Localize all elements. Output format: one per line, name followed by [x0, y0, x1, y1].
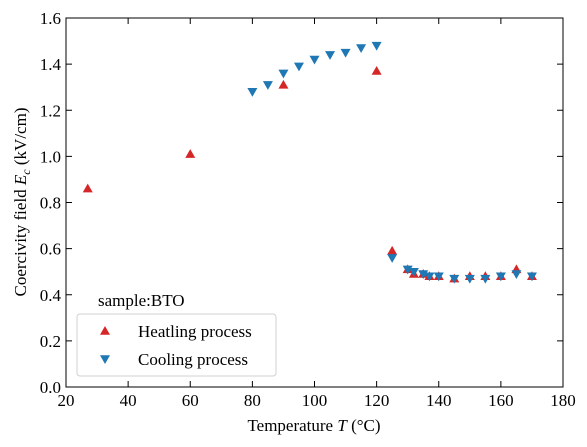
legend-label: Heatling process [138, 322, 252, 341]
y-tick-label: 1.6 [40, 9, 61, 28]
data-point [340, 48, 351, 58]
data-markers [82, 41, 537, 284]
data-point [309, 55, 320, 65]
data-point [278, 69, 289, 79]
data-point [293, 62, 304, 72]
legend-marker [100, 355, 110, 364]
y-tick-label: 0.2 [40, 332, 61, 351]
data-point [408, 267, 419, 277]
y-axis-label-text: Coercivity field [11, 189, 30, 297]
data-point [387, 254, 398, 263]
data-point [418, 270, 429, 279]
data-point [262, 81, 273, 90]
legend-box [76, 313, 277, 377]
data-point [526, 272, 537, 282]
x-tick-label: 60 [182, 391, 199, 410]
data-point [464, 274, 475, 284]
legend-label: Cooling process [138, 350, 248, 369]
series-cooling [247, 41, 537, 284]
x-axis-ticks: 20 40 60 80 100 120 140 160 180 [58, 18, 576, 410]
y-axis-unit: (kV/cm) [11, 108, 30, 166]
legend-title: sample:BTO [98, 291, 185, 310]
data-point [449, 274, 460, 284]
data-point [82, 183, 93, 193]
data-point [495, 272, 506, 282]
y-tick-label: 0.4 [40, 286, 62, 305]
series-heating [82, 66, 537, 283]
y-tick-label: 1.2 [40, 101, 61, 120]
data-point [356, 44, 367, 53]
x-axis-label: Temperature T (°C) [247, 416, 380, 435]
x-tick-label: 100 [302, 391, 328, 410]
legend-items: Heatling process Cooling process [100, 322, 252, 369]
x-tick-label: 180 [550, 391, 576, 410]
data-point [402, 265, 413, 275]
x-tick-label: 20 [58, 391, 75, 410]
data-point [387, 245, 398, 255]
y-axis-label: Coercivity field Ec (kV/cm) [11, 108, 33, 297]
x-tick-label: 80 [244, 391, 261, 410]
x-axis-symbol: T [337, 416, 348, 435]
data-point [325, 51, 336, 60]
data-point [511, 270, 522, 279]
y-tick-label: 0.0 [40, 378, 61, 397]
data-point [433, 272, 444, 282]
y-axis-symbol: E [11, 174, 30, 186]
data-point [185, 149, 196, 158]
data-point [371, 41, 382, 51]
y-tick-label: 0.6 [40, 240, 61, 259]
x-axis-unit: (°C) [351, 416, 380, 435]
x-tick-label: 120 [364, 391, 390, 410]
y-tick-label: 1.0 [40, 147, 61, 166]
data-point [424, 272, 435, 282]
x-tick-label: 160 [488, 391, 514, 410]
x-tick-label: 40 [120, 391, 137, 410]
y-tick-label: 0.8 [40, 194, 61, 213]
data-point [247, 88, 258, 97]
y-tick-label: 1.4 [40, 55, 62, 74]
legend-marker [100, 326, 110, 335]
data-point [371, 66, 382, 75]
x-axis-label-text: Temperature [247, 416, 333, 435]
x-tick-label: 140 [426, 391, 452, 410]
y-axis-subscript: c [19, 169, 33, 175]
data-point [480, 274, 491, 284]
data-point [278, 79, 289, 89]
y-axis-ticks: 0.0 0.2 0.4 0.6 0.8 1.0 1.2 1.4 1.6 [40, 9, 563, 397]
legend: sample:BTO Heatling process Cooling proce… [76, 291, 277, 377]
